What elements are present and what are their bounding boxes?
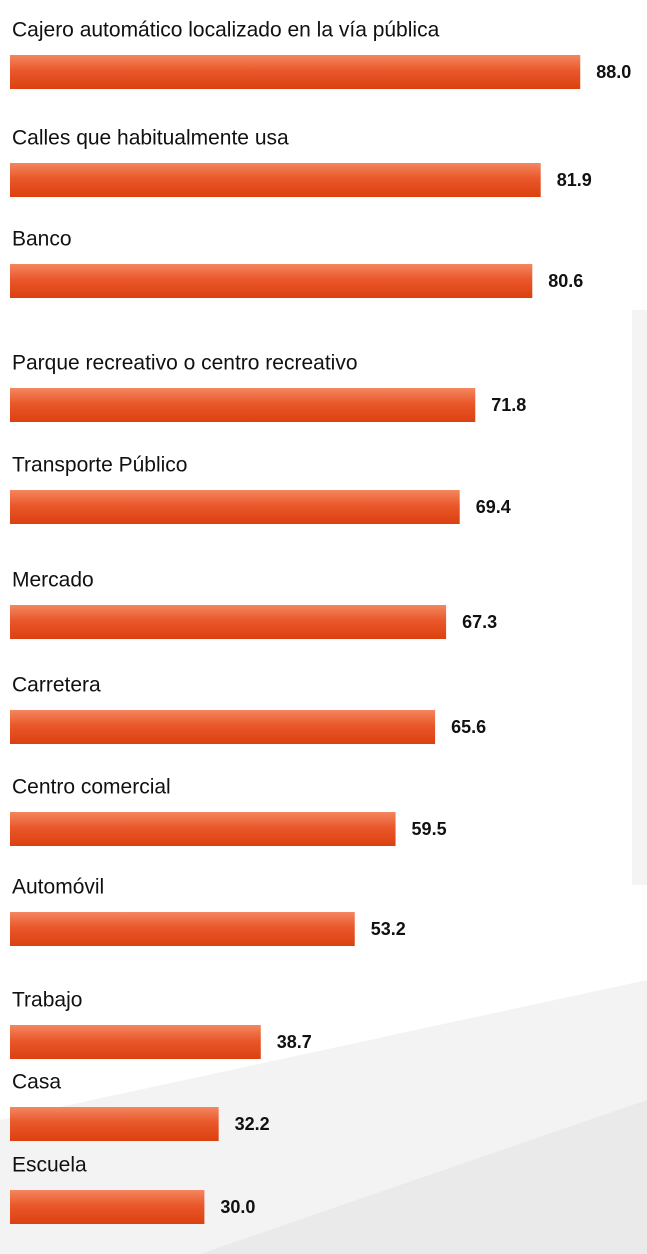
value-label: 71.8 — [491, 395, 526, 415]
category-label: Transporte Público — [12, 454, 187, 477]
bar — [10, 264, 533, 298]
bar — [10, 812, 396, 846]
value-label: 30.0 — [220, 1197, 255, 1217]
category-label: Cajero automático localizado en la vía p… — [12, 19, 440, 42]
value-label: 69.4 — [476, 497, 511, 517]
category-label: Carretera — [12, 674, 101, 697]
category-label: Trabajo — [12, 989, 82, 1012]
bar — [10, 490, 460, 524]
category-label: Automóvil — [12, 876, 104, 899]
category-label: Calles que habitualmente usa — [12, 127, 289, 150]
bar — [10, 1190, 205, 1224]
category-label: Casa — [12, 1071, 61, 1094]
bar — [10, 912, 355, 946]
category-label: Banco — [12, 228, 72, 251]
value-label: 32.2 — [235, 1114, 270, 1134]
bar — [10, 55, 581, 89]
category-label: Escuela — [12, 1154, 87, 1177]
value-label: 53.2 — [371, 919, 406, 939]
value-label: 38.7 — [277, 1032, 312, 1052]
bar — [10, 605, 447, 639]
value-label: 59.5 — [412, 819, 447, 839]
category-label: Mercado — [12, 569, 94, 592]
category-label: Centro comercial — [12, 776, 171, 799]
value-label: 88.0 — [596, 62, 631, 82]
bar — [10, 710, 436, 744]
value-label: 67.3 — [462, 612, 497, 632]
background-shade — [200, 1100, 647, 1254]
background-panel — [632, 310, 647, 885]
bar — [10, 388, 476, 422]
bar — [10, 1025, 261, 1059]
bar — [10, 163, 541, 197]
bar — [10, 1107, 219, 1141]
value-label: 80.6 — [548, 271, 583, 291]
category-label: Parque recreativo o centro recreativo — [12, 352, 358, 375]
value-label: 65.6 — [451, 717, 486, 737]
value-label: 81.9 — [557, 170, 592, 190]
